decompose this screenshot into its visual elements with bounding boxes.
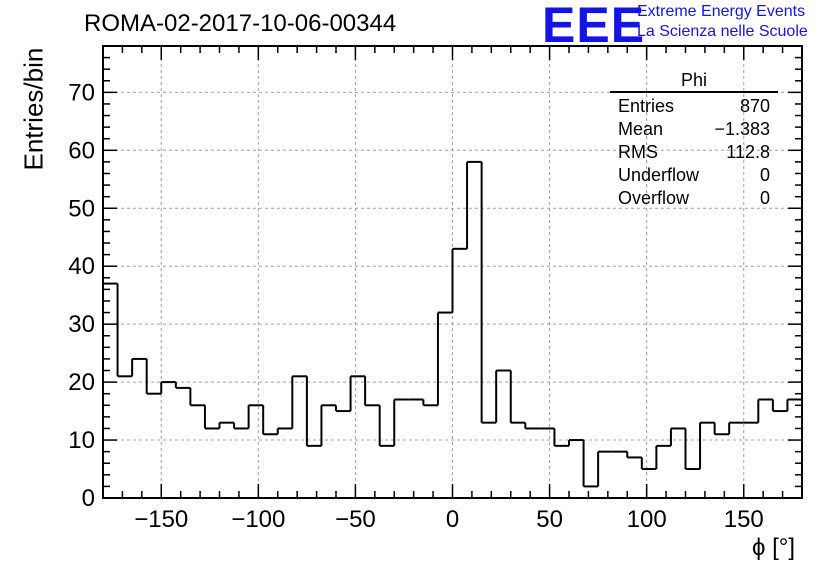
- stats-label: Overflow: [618, 188, 690, 208]
- chart-title: ROMA-02-2017-10-06-00344: [84, 10, 397, 37]
- x-axis-label: ϕ [°]: [752, 534, 796, 561]
- stats-row-underflow: Underflow 0: [610, 164, 778, 187]
- x-tick-label: −50: [335, 506, 376, 533]
- stats-value: 870: [739, 96, 770, 116]
- x-tick-label: 150: [724, 506, 764, 533]
- stats-value: 0: [759, 165, 770, 185]
- stats-row-rms: RMS 112.8: [610, 141, 778, 164]
- y-tick-label: 30: [68, 311, 95, 338]
- y-tick-label: 10: [68, 427, 95, 454]
- stats-row-overflow: Overflow 0: [610, 187, 778, 210]
- stats-label: Mean: [618, 119, 664, 139]
- x-tick-label: 0: [446, 506, 459, 533]
- y-tick-label: 0: [82, 485, 95, 512]
- stats-row-mean: Mean −1.383: [610, 118, 778, 141]
- stats-row-entries: Entries 870: [610, 95, 778, 118]
- stats-box-rule: [610, 91, 778, 93]
- y-tick-label: 50: [68, 195, 95, 222]
- x-tick-label: 100: [627, 506, 667, 533]
- stats-value: −1.383: [714, 119, 770, 139]
- stats-label: Entries: [618, 96, 675, 116]
- y-tick-label: 60: [68, 137, 95, 164]
- logo-caption-line1: Extreme Energy Events: [637, 3, 806, 20]
- logo-caption-line2: La Scienza nelle Scuole: [637, 23, 808, 40]
- stats-value: 0: [759, 188, 770, 208]
- y-tick-label: 20: [68, 369, 95, 396]
- x-tick-label: 50: [536, 506, 563, 533]
- stats-box: Phi Entries 870 Mean −1.383 RMS 112.8 Under…: [610, 70, 778, 210]
- y-axis-label: Entries/bin: [18, 47, 49, 171]
- eee-logo: EEE: [542, 0, 646, 53]
- x-tick-label: −100: [231, 506, 285, 533]
- y-tick-label: 70: [68, 79, 95, 106]
- stats-label: RMS: [618, 142, 658, 162]
- stats-box-title: Phi: [680, 70, 707, 90]
- y-tick-label: 40: [68, 253, 95, 280]
- x-tick-label: −150: [134, 506, 188, 533]
- stats-value: 112.8: [726, 142, 770, 162]
- stats-label: Underflow: [618, 165, 700, 185]
